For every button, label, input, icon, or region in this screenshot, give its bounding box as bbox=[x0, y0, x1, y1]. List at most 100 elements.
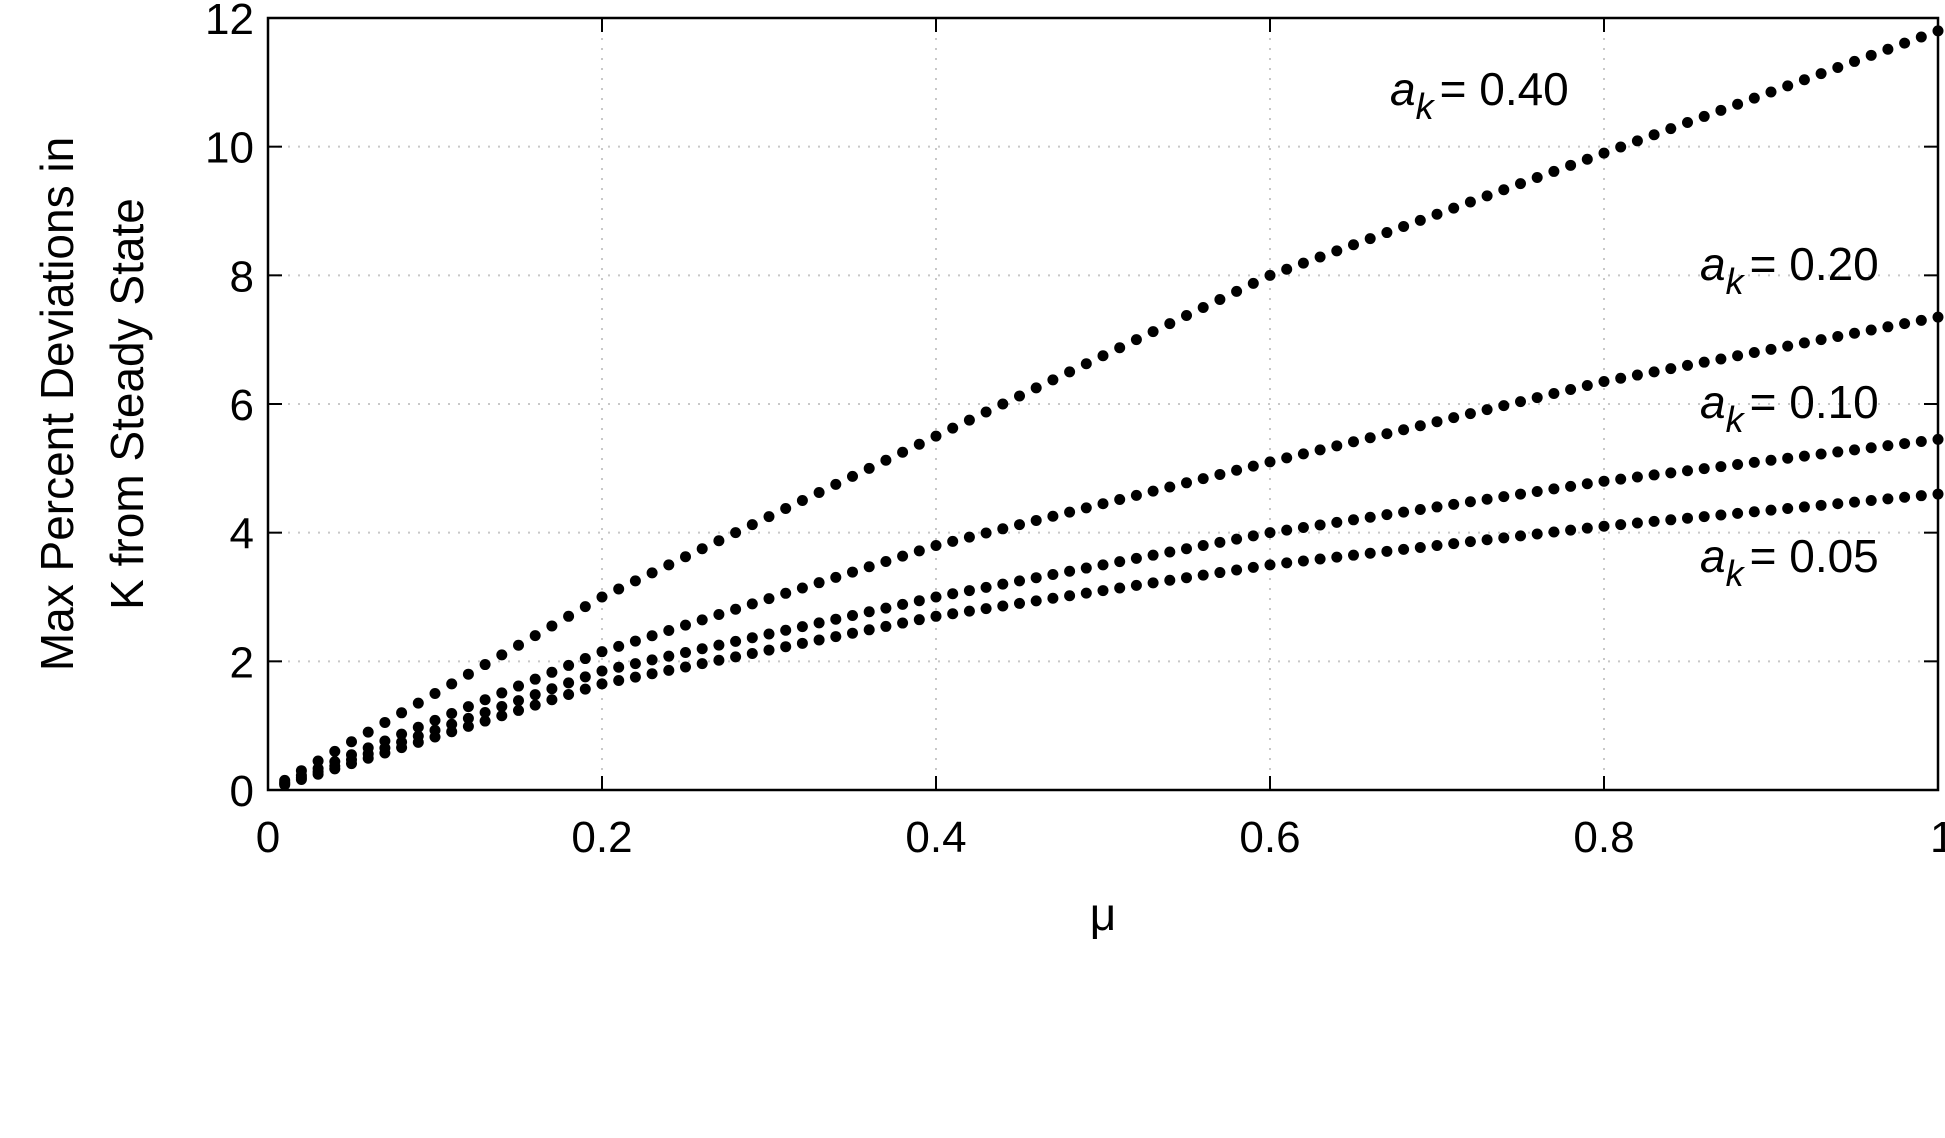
data-point bbox=[1882, 321, 1894, 333]
y-tick-label: 6 bbox=[230, 381, 254, 430]
data-point bbox=[1631, 369, 1643, 381]
data-point bbox=[1531, 485, 1543, 497]
data-point bbox=[1064, 565, 1076, 577]
data-point bbox=[1197, 540, 1209, 552]
series-label-0.40: ak = 0.40 bbox=[1390, 63, 1569, 127]
data-point bbox=[1014, 390, 1025, 402]
data-point bbox=[997, 398, 1009, 410]
data-point bbox=[379, 716, 391, 728]
data-point bbox=[1832, 62, 1844, 74]
data-point bbox=[1164, 574, 1176, 586]
data-point bbox=[1231, 285, 1243, 297]
data-point bbox=[496, 649, 508, 661]
data-point bbox=[796, 637, 808, 649]
data-point bbox=[1448, 498, 1460, 510]
data-point bbox=[329, 763, 341, 775]
data-point bbox=[629, 575, 641, 587]
data-point bbox=[963, 585, 975, 597]
data-point bbox=[1481, 404, 1493, 416]
data-point bbox=[1631, 135, 1643, 147]
data-point bbox=[1515, 488, 1526, 500]
data-point bbox=[1598, 375, 1610, 387]
data-point bbox=[863, 462, 875, 474]
data-point bbox=[1414, 420, 1426, 432]
data-point bbox=[1849, 444, 1860, 456]
data-point bbox=[1181, 477, 1192, 489]
data-point bbox=[1181, 572, 1192, 584]
data-point bbox=[1882, 493, 1894, 505]
data-point bbox=[863, 561, 875, 573]
series-label-subscript: k bbox=[1416, 86, 1436, 127]
data-point bbox=[847, 470, 858, 482]
series-0.20 bbox=[279, 311, 1944, 788]
data-point bbox=[1849, 496, 1860, 508]
data-point bbox=[947, 422, 959, 434]
series-0.05 bbox=[279, 488, 1944, 791]
data-point bbox=[1348, 436, 1359, 448]
y-tick-label: 2 bbox=[230, 638, 254, 687]
data-point bbox=[813, 634, 825, 646]
x-tick-labels: 0 0.2 0.4 0.6 0.8 1 bbox=[256, 813, 1945, 862]
data-point bbox=[1398, 424, 1410, 436]
data-point bbox=[1064, 506, 1076, 518]
x-axis-label: μ bbox=[1090, 888, 1117, 940]
data-point bbox=[1331, 245, 1343, 257]
data-point bbox=[1882, 43, 1894, 55]
data-point bbox=[1381, 545, 1393, 557]
y-tick-label: 12 bbox=[205, 0, 254, 44]
data-point bbox=[1581, 153, 1593, 165]
data-point bbox=[1381, 428, 1393, 440]
data-point bbox=[396, 707, 408, 719]
data-point bbox=[1464, 408, 1476, 420]
data-point bbox=[1849, 55, 1860, 67]
data-point bbox=[780, 641, 792, 653]
data-point bbox=[1648, 366, 1660, 378]
data-point bbox=[1665, 123, 1677, 135]
data-point bbox=[1548, 483, 1560, 495]
data-point bbox=[1598, 475, 1610, 487]
data-point bbox=[546, 694, 558, 706]
data-point bbox=[362, 726, 374, 738]
series-label-0.20: ak = 0.20 bbox=[1700, 238, 1879, 302]
data-point bbox=[963, 414, 975, 426]
data-point bbox=[1698, 511, 1710, 523]
data-point bbox=[1682, 117, 1693, 129]
data-point bbox=[1498, 184, 1510, 196]
data-point bbox=[663, 664, 675, 676]
data-point bbox=[563, 659, 575, 671]
data-point bbox=[1498, 491, 1510, 503]
data-point bbox=[713, 654, 725, 666]
x-tick-label: 0.6 bbox=[1239, 813, 1300, 862]
data-point bbox=[1798, 450, 1810, 462]
data-point bbox=[680, 619, 691, 631]
data-point bbox=[1732, 507, 1744, 519]
data-point bbox=[1064, 590, 1076, 602]
data-point bbox=[1331, 440, 1343, 452]
data-point bbox=[629, 671, 641, 683]
data-point bbox=[496, 687, 508, 699]
data-point bbox=[780, 624, 792, 636]
data-point bbox=[696, 543, 708, 555]
data-point bbox=[746, 598, 758, 610]
data-point bbox=[1899, 37, 1911, 49]
data-point bbox=[1080, 358, 1092, 370]
data-point bbox=[312, 768, 324, 780]
data-point bbox=[1114, 494, 1126, 506]
data-point bbox=[496, 701, 508, 713]
data-point bbox=[1231, 533, 1243, 545]
data-point bbox=[930, 591, 942, 603]
data-point bbox=[847, 627, 858, 639]
data-point bbox=[1247, 530, 1259, 542]
data-point bbox=[613, 674, 625, 686]
data-point bbox=[1865, 49, 1877, 61]
data-point bbox=[1214, 567, 1226, 579]
data-point bbox=[713, 535, 725, 547]
data-point bbox=[596, 591, 608, 603]
data-point bbox=[1264, 269, 1276, 281]
data-point bbox=[1765, 504, 1777, 516]
data-point bbox=[713, 609, 725, 621]
data-point bbox=[947, 608, 959, 620]
data-point bbox=[629, 658, 641, 670]
data-point bbox=[746, 647, 758, 659]
data-point bbox=[813, 486, 825, 498]
